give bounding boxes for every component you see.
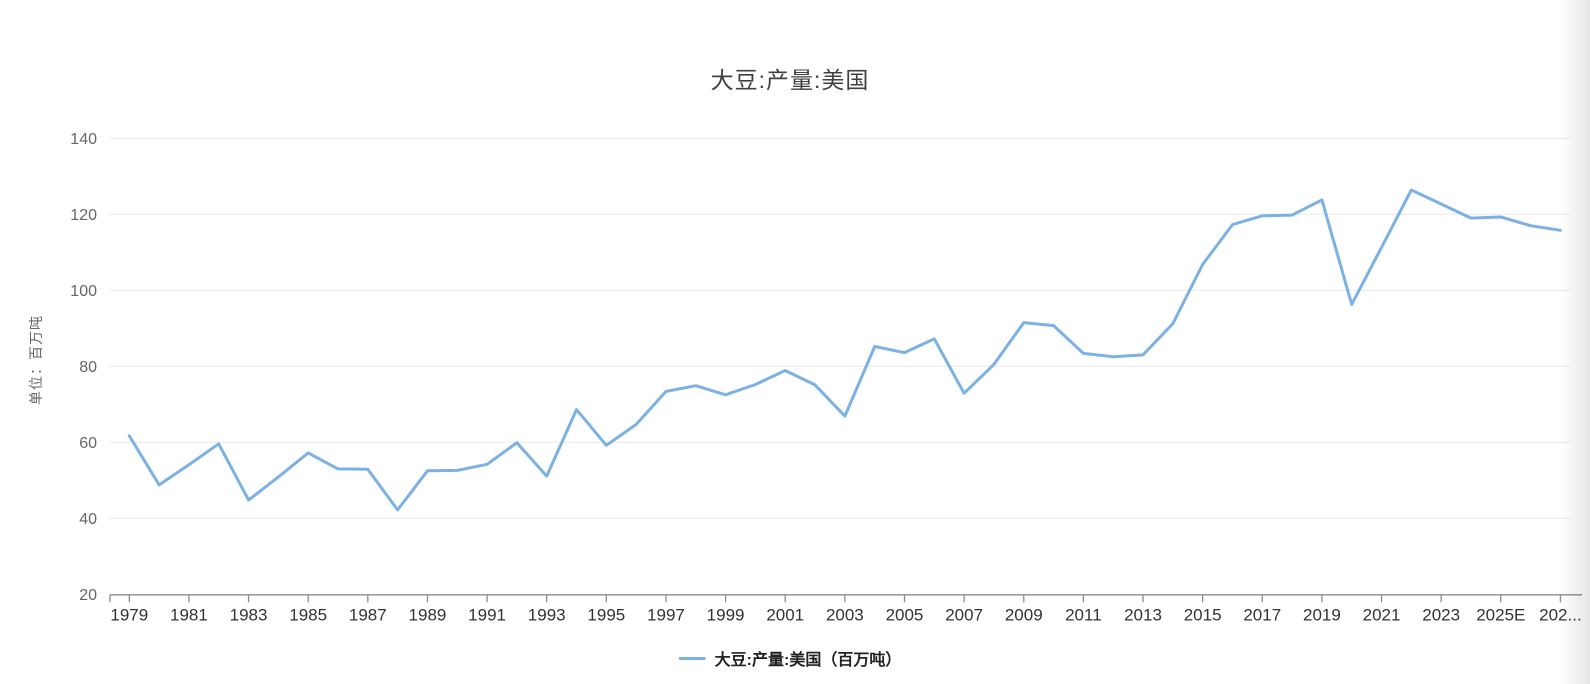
svg-text:1989: 1989 — [409, 605, 447, 624]
x-axis-labels: 1979 1981 1983 1985 1987 1989 1991 1993 1995 1997… — [110, 605, 1581, 624]
legend: 大豆:产量:美国（百万吨） — [678, 646, 902, 670]
y-axis-labels: 140 120 100 80 60 40 20 — [70, 131, 97, 604]
svg-text:1983: 1983 — [230, 605, 268, 624]
svg-text:2023: 2023 — [1422, 605, 1460, 624]
x-axis-ticks — [109, 594, 1562, 603]
svg-text:2007: 2007 — [945, 605, 983, 624]
svg-text:1987: 1987 — [349, 605, 387, 624]
svg-text:2005: 2005 — [886, 605, 924, 624]
svg-text:40: 40 — [79, 511, 97, 528]
svg-text:2017: 2017 — [1243, 605, 1281, 624]
svg-text:1985: 1985 — [289, 605, 327, 624]
svg-text:2009: 2009 — [1005, 605, 1043, 624]
svg-text:120: 120 — [70, 207, 97, 224]
chart-title: 大豆:产量:美国 — [710, 67, 870, 93]
svg-text:140: 140 — [70, 131, 97, 148]
svg-text:1999: 1999 — [707, 605, 745, 624]
svg-text:2019: 2019 — [1303, 605, 1341, 624]
svg-text:2015: 2015 — [1184, 605, 1222, 624]
svg-text:2013: 2013 — [1124, 605, 1162, 624]
svg-text:1981: 1981 — [170, 605, 208, 624]
svg-text:100: 100 — [70, 283, 97, 300]
svg-text:1979: 1979 — [110, 605, 148, 624]
svg-text:2003: 2003 — [826, 605, 864, 624]
svg-text:1995: 1995 — [587, 605, 625, 624]
svg-text:1997: 1997 — [647, 605, 685, 624]
svg-text:80: 80 — [79, 359, 97, 376]
svg-text:1993: 1993 — [528, 605, 566, 624]
series-line-soybean-us[interactable] — [127, 188, 1562, 512]
svg-text:1991: 1991 — [468, 605, 506, 624]
svg-text:2025E: 2025E — [1476, 605, 1525, 624]
svg-text:2001: 2001 — [766, 605, 804, 624]
gridlines — [110, 137, 1570, 519]
legend-line-marker — [678, 656, 706, 660]
legend-label: 大豆:产量:美国（百万吨） — [714, 652, 902, 669]
legend-item-soybean-us[interactable]: 大豆:产量:美国（百万吨） — [678, 646, 902, 670]
svg-text:2021: 2021 — [1363, 605, 1401, 624]
svg-text:20: 20 — [79, 587, 97, 604]
svg-text:60: 60 — [79, 435, 97, 452]
svg-text:2011: 2011 — [1065, 605, 1102, 624]
svg-text:202...: 202... — [1539, 605, 1582, 624]
